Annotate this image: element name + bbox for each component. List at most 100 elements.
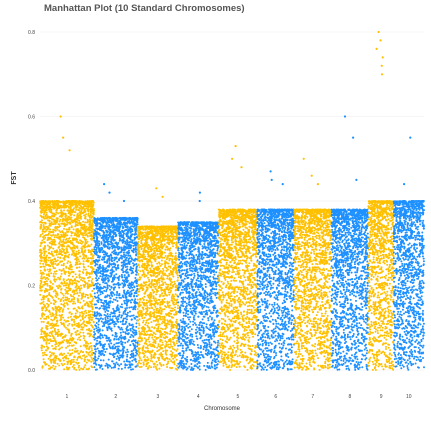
snp-point: [62, 250, 65, 253]
snp-point: [82, 344, 85, 347]
snp-point: [93, 366, 96, 369]
snp-point: [105, 275, 108, 278]
snp-point: [143, 264, 146, 267]
snp-point: [95, 287, 98, 290]
snp-point: [80, 251, 83, 253]
snp-point: [136, 229, 139, 232]
snp-point: [51, 253, 53, 256]
snp-point: [126, 268, 129, 271]
snp-point: [47, 304, 50, 307]
snp-point: [82, 299, 85, 302]
snp-point: [49, 313, 52, 316]
snp-point: [139, 270, 142, 273]
snp-point: [60, 213, 63, 216]
snp-point: [44, 353, 46, 356]
snp-point: [89, 276, 91, 278]
snp-point: [53, 220, 56, 223]
snp-point: [47, 315, 50, 318]
snp-point: [57, 324, 59, 327]
snp-point: [91, 282, 94, 285]
snp-point: [73, 246, 76, 249]
snp-point: [56, 320, 59, 323]
snp-point: [127, 217, 129, 220]
snp-point: [71, 318, 74, 321]
snp-point: [60, 241, 63, 243]
snp-point: [131, 250, 134, 253]
snp-point: [132, 353, 135, 356]
snp-point: [46, 268, 49, 271]
snp-point: [133, 294, 136, 297]
snp-point: [99, 217, 102, 220]
snp-point: [109, 232, 112, 234]
snp-point: [128, 257, 131, 260]
snp-point: [52, 200, 55, 203]
snp-point: [71, 344, 74, 347]
snp-point: [120, 246, 123, 249]
snp-point: [40, 320, 43, 323]
snp-point: [44, 236, 47, 239]
snp-point: [133, 347, 136, 350]
snp-point: [102, 305, 105, 307]
snp-point: [64, 288, 67, 291]
snp-point: [88, 367, 91, 370]
snp-point: [156, 262, 159, 265]
snp-point: [40, 257, 42, 259]
snp-point: [96, 239, 99, 242]
snp-point: [74, 286, 77, 289]
snp-point: [127, 249, 130, 252]
snp-point: [78, 364, 81, 367]
snp-point: [82, 253, 85, 256]
snp-point: [108, 262, 111, 265]
snp-point: [41, 232, 44, 235]
snp-point: [120, 314, 123, 317]
snp-point: [61, 346, 63, 349]
snp-point: [135, 360, 138, 363]
snp-point: [126, 300, 129, 303]
snp-point: [76, 247, 79, 249]
snp-point: [81, 317, 84, 320]
snp-point: [83, 257, 86, 260]
snp-point: [54, 289, 57, 292]
snp-point: [112, 276, 115, 279]
snp-point: [127, 274, 130, 277]
snp-point: [66, 341, 69, 344]
snp-point: [49, 340, 52, 343]
snp-point: [138, 348, 140, 351]
snp-point: [75, 206, 78, 209]
snp-point: [95, 268, 98, 271]
snp-point: [130, 333, 133, 336]
snp-point: [118, 239, 121, 242]
snp-point: [52, 228, 55, 231]
snp-point: [41, 307, 43, 310]
snp-point: [68, 341, 71, 344]
snp-point: [76, 329, 79, 332]
snp-point: [85, 301, 88, 304]
snp-point: [63, 302, 66, 305]
snp-point: [73, 323, 76, 326]
snp-point: [103, 348, 106, 351]
snp-point: [173, 348, 176, 351]
snp-point: [94, 358, 97, 361]
snp-point: [72, 344, 75, 347]
snp-point: [107, 337, 110, 340]
snp-point: [54, 280, 57, 283]
snp-point: [87, 279, 90, 282]
snp-point: [99, 337, 102, 340]
snp-point: [79, 345, 82, 348]
snp-point: [43, 213, 45, 216]
snp-point: [102, 359, 105, 362]
snp-point: [45, 211, 48, 214]
snp-point: [62, 284, 65, 287]
snp-point: [128, 366, 131, 369]
snp-point: [115, 361, 118, 364]
snp-point: [53, 240, 56, 243]
snp-point: [85, 361, 88, 364]
snp-point: [49, 338, 52, 341]
snp-point: [95, 325, 98, 328]
snp-point: [124, 270, 127, 273]
snp-point: [106, 219, 109, 222]
snp-point: [54, 340, 57, 343]
snp-point: [101, 265, 104, 267]
snp-point: [128, 361, 131, 363]
snp-point: [134, 358, 137, 361]
